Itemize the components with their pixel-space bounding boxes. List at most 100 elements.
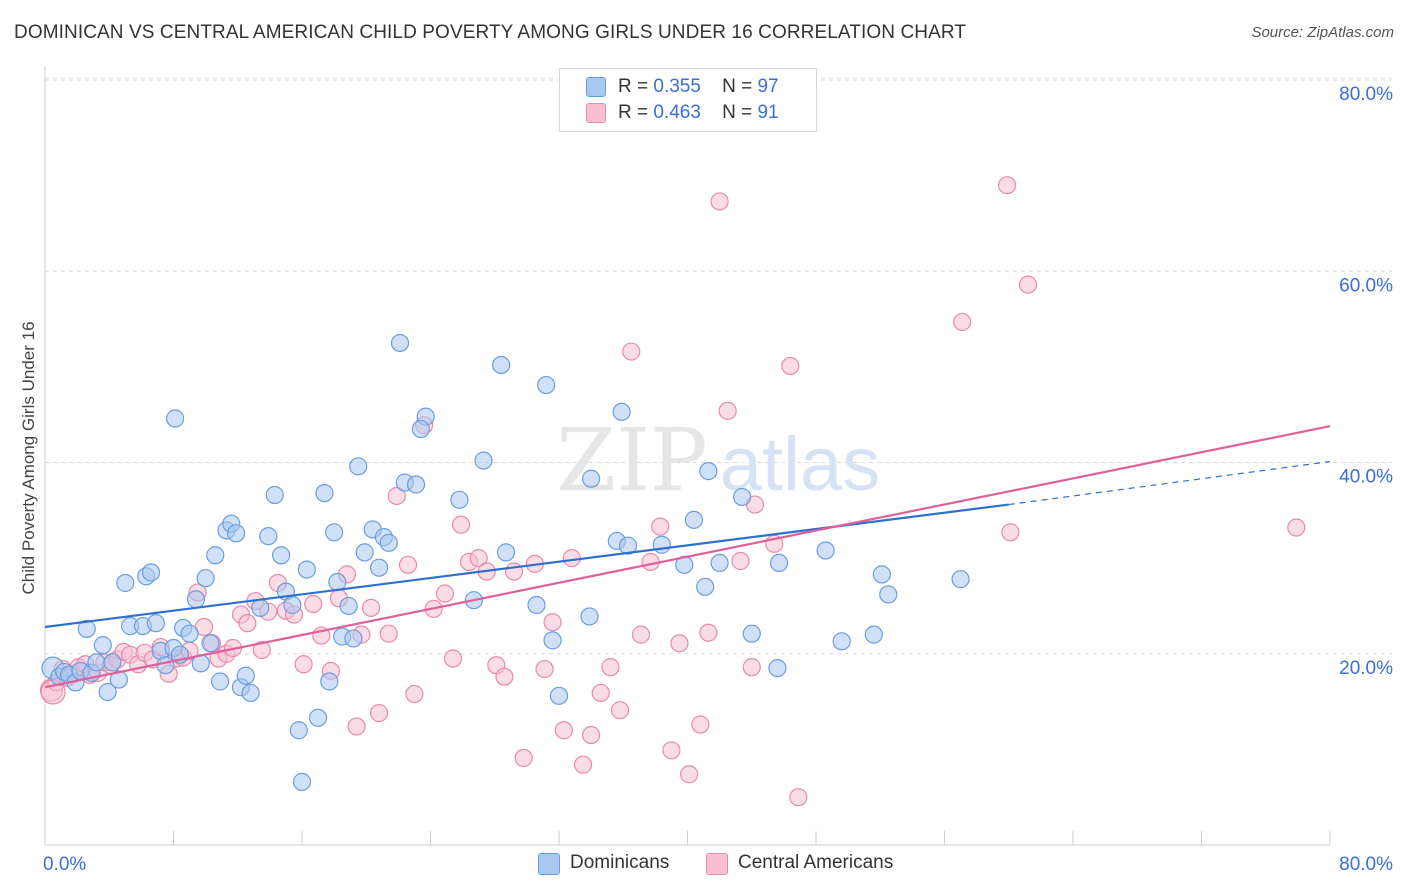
y-tick-label: 80.0%: [1339, 84, 1393, 105]
dominicans-point: [272, 546, 291, 565]
dominicans-point: [696, 577, 715, 596]
central-americans-point: [435, 584, 455, 603]
dominicans-point: [328, 572, 347, 592]
legend-r-label: R =: [618, 102, 649, 123]
source-label: Source: ZipAtlas.com: [1251, 24, 1394, 41]
dominicans-point: [492, 355, 511, 375]
central-americans-point: [379, 624, 398, 643]
dominicans-point: [320, 672, 339, 691]
dominicans-point: [339, 596, 358, 616]
dominicans-point: [580, 607, 599, 626]
central-americans-point: [953, 312, 972, 332]
bottom-legend-label-dominicans: Dominicans: [570, 852, 670, 873]
dominicans-point: [116, 573, 135, 593]
dominicans-point: [612, 402, 631, 421]
central-americans-trend-line: [44, 425, 1331, 689]
axes: [44, 66, 1331, 846]
dominicans-point: [769, 553, 789, 573]
dominicans-point: [251, 598, 270, 617]
dominicans-point: [710, 553, 729, 573]
dominicans-point: [206, 546, 225, 565]
central-americans-point: [622, 342, 641, 361]
dominicans-point: [390, 333, 410, 353]
dominicans-point: [549, 686, 569, 705]
dominicans-point: [527, 595, 546, 615]
dominicans-point: [684, 510, 704, 529]
dominicans-point: [742, 624, 761, 643]
dominicans-point: [652, 535, 671, 554]
central-americans-point: [699, 623, 718, 642]
central-americans-point: [573, 755, 593, 774]
dominicans-point: [241, 683, 260, 703]
central-americans-point: [387, 486, 406, 506]
legend-text-central-americans: R = 0.463 N = 91: [618, 101, 779, 125]
central-americans-point: [469, 549, 488, 568]
dominicans-point: [370, 558, 389, 577]
legend-r-label: R =: [618, 76, 649, 97]
legend-swatch-central-americans: [586, 103, 606, 123]
central-americans-point: [731, 551, 750, 571]
legend-text-dominicans: R = 0.355 N = 97: [618, 75, 779, 99]
central-americans-point: [1287, 518, 1306, 537]
dominicans-point: [98, 682, 117, 702]
central-americans-point: [691, 715, 710, 734]
dominicans-point: [816, 541, 835, 560]
dominicans-point: [618, 536, 638, 555]
central-americans-point: [651, 517, 670, 536]
dominicans-point: [768, 658, 787, 678]
central-americans-point: [1001, 523, 1020, 542]
central-americans-point: [554, 721, 573, 740]
legend-r-value: 0.463: [653, 102, 701, 123]
central-americans-point: [543, 613, 562, 632]
central-americans-point: [601, 658, 620, 677]
dominicans-point: [315, 484, 334, 503]
dominicans-point: [87, 653, 106, 672]
x-tick-label: 80.0%: [1339, 854, 1393, 875]
y-tick-label: 40.0%: [1339, 467, 1393, 488]
central-americans-point: [451, 515, 471, 534]
dominicans-point: [77, 619, 96, 638]
dominicans-point: [93, 636, 112, 655]
dominicans-point: [292, 772, 312, 791]
bottom-legend-swatch-dominicans: [538, 853, 560, 875]
central-americans-point: [582, 725, 601, 745]
dominicans-point: [474, 451, 493, 470]
central-americans-point: [1018, 275, 1038, 294]
central-americans-point: [670, 634, 689, 653]
central-americans-point: [405, 684, 424, 704]
dominicans-point: [879, 585, 898, 604]
dominicans-point: [259, 527, 278, 546]
central-americans-point: [781, 356, 800, 376]
x-tick-label: 0.0%: [43, 854, 86, 875]
dominicans-point: [141, 563, 161, 582]
dominicans-trend-line: [44, 503, 1009, 629]
central-americans-point: [398, 555, 418, 574]
legend-r-value: 0.355: [653, 76, 701, 97]
central-americans-point: [252, 640, 271, 660]
central-americans-point: [710, 192, 729, 211]
dominicans-point: [210, 672, 230, 691]
central-americans-point: [610, 701, 630, 720]
dominicans-point: [951, 570, 970, 589]
dominicans-point: [196, 569, 215, 588]
central-americans-point: [562, 549, 581, 568]
central-americans-point: [998, 176, 1017, 195]
central-americans-point: [591, 683, 610, 703]
dominicans-point: [872, 565, 891, 584]
dominicans-point: [186, 590, 206, 609]
y-axis-title: Child Poverty Among Girls Under 16: [19, 321, 38, 594]
central-americans-point: [662, 741, 681, 760]
legend-n-value: 91: [757, 102, 779, 123]
dominicans-point: [103, 653, 122, 672]
dominicans-point: [236, 666, 255, 685]
dominicans-point: [699, 462, 718, 481]
dominicans-point: [283, 595, 302, 615]
central-americans-point: [742, 658, 761, 677]
dominicans-point: [496, 543, 516, 562]
dominicans-point: [864, 625, 883, 644]
bottom-legend-swatch-central-americans: [706, 853, 728, 875]
dominicans-point: [450, 490, 469, 509]
central-americans-point: [238, 614, 257, 633]
dominicans-point: [411, 419, 430, 439]
